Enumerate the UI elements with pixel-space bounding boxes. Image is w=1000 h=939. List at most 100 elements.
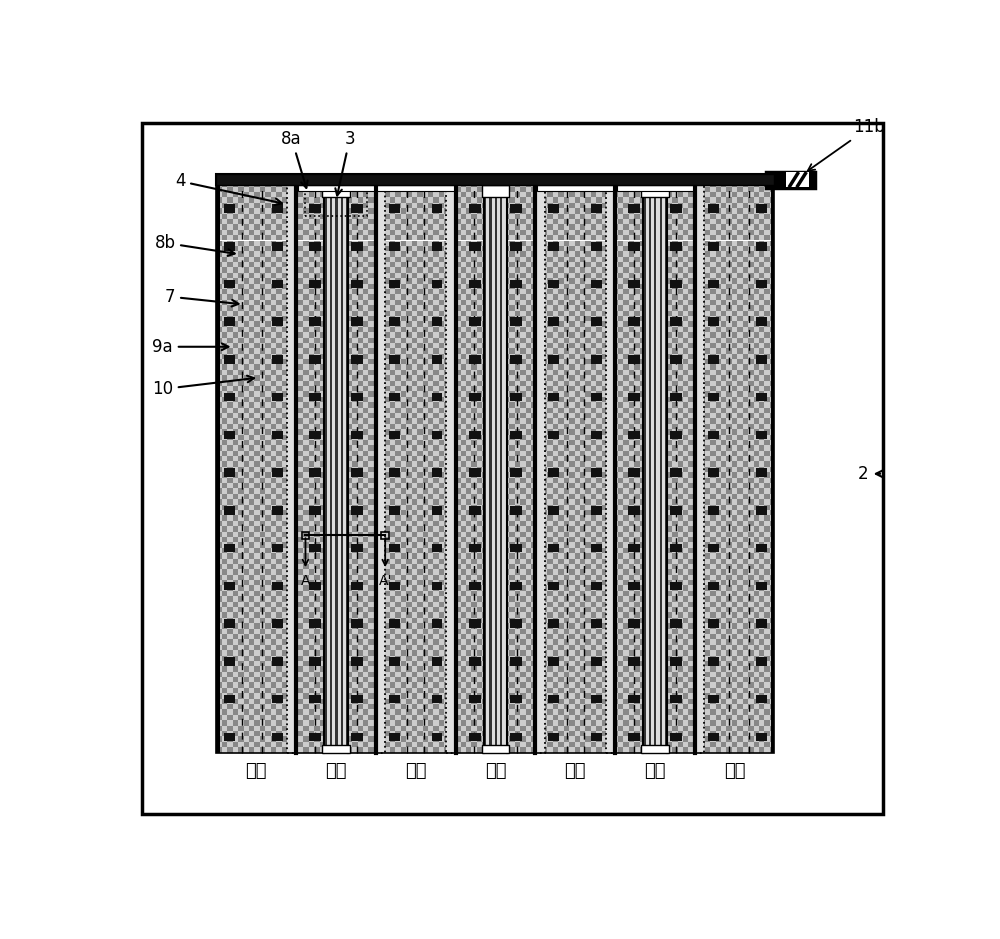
Bar — [309, 355, 320, 363]
Bar — [721, 704, 726, 710]
Bar — [254, 537, 260, 543]
Bar — [412, 478, 417, 483]
Bar — [737, 337, 743, 343]
Bar — [303, 370, 309, 376]
Bar — [726, 612, 732, 618]
Bar — [547, 219, 553, 224]
Bar — [423, 419, 428, 423]
Bar — [770, 742, 774, 747]
Bar — [341, 273, 347, 278]
Bar — [542, 321, 547, 327]
Bar — [368, 553, 374, 559]
Bar — [292, 478, 298, 483]
Bar — [325, 747, 330, 752]
Bar — [726, 645, 732, 650]
Bar — [726, 240, 732, 246]
Bar — [363, 386, 368, 392]
Bar — [656, 628, 661, 634]
Bar — [477, 478, 482, 483]
Bar — [678, 602, 683, 607]
Bar — [471, 683, 477, 688]
Bar — [499, 219, 504, 224]
Bar — [254, 683, 260, 688]
Bar — [585, 213, 591, 219]
Bar — [640, 392, 645, 397]
Bar — [634, 445, 640, 451]
Bar — [450, 618, 455, 623]
Bar — [558, 262, 564, 268]
Bar — [249, 645, 254, 650]
Bar — [618, 327, 623, 332]
Bar — [227, 580, 233, 585]
Bar — [352, 695, 363, 703]
Bar — [471, 230, 477, 235]
Bar — [309, 731, 314, 736]
Bar — [618, 380, 623, 386]
Bar — [726, 197, 732, 203]
Bar — [336, 376, 341, 380]
Bar — [390, 559, 395, 564]
Bar — [292, 720, 298, 726]
Bar — [238, 397, 244, 402]
Bar — [629, 197, 634, 203]
Bar — [759, 488, 764, 494]
Bar — [374, 197, 379, 203]
Bar — [471, 580, 477, 585]
Bar — [287, 580, 292, 585]
Bar — [292, 240, 298, 246]
Bar — [580, 591, 585, 596]
Bar — [558, 747, 564, 752]
Bar — [455, 402, 461, 408]
Bar — [271, 413, 276, 419]
Bar — [585, 671, 591, 677]
Bar — [716, 386, 721, 392]
Bar — [770, 445, 774, 451]
Bar — [612, 731, 618, 736]
Bar — [455, 370, 461, 376]
Bar — [395, 742, 401, 747]
Bar — [548, 506, 559, 515]
Bar — [553, 564, 558, 569]
Bar — [509, 354, 515, 359]
Bar — [432, 695, 442, 703]
Bar — [667, 230, 672, 235]
Bar — [368, 488, 374, 494]
Bar — [602, 693, 607, 699]
Bar — [607, 429, 612, 435]
Bar — [520, 246, 526, 252]
Bar — [222, 461, 227, 467]
Bar — [710, 332, 716, 337]
Bar — [612, 240, 618, 246]
Bar — [249, 192, 254, 197]
Bar — [233, 197, 238, 203]
Bar — [379, 240, 385, 246]
Bar — [298, 623, 303, 628]
Bar — [672, 575, 678, 580]
Bar — [558, 327, 564, 332]
Bar — [548, 317, 559, 326]
Bar — [368, 736, 374, 742]
Bar — [303, 262, 309, 268]
Bar — [461, 602, 466, 607]
Bar — [618, 370, 623, 376]
Bar — [466, 667, 471, 671]
Bar — [282, 655, 287, 661]
Bar — [743, 742, 748, 747]
Bar — [510, 620, 521, 628]
Bar — [667, 591, 672, 596]
Bar — [531, 623, 537, 628]
Bar — [596, 224, 602, 230]
Bar — [314, 472, 320, 478]
Bar — [661, 252, 667, 256]
Bar — [650, 224, 656, 230]
Bar — [395, 510, 401, 516]
Bar — [716, 591, 721, 596]
Bar — [254, 213, 260, 219]
Bar — [265, 392, 271, 397]
Bar — [499, 639, 504, 645]
Bar — [726, 332, 732, 337]
Bar — [726, 337, 732, 343]
Bar — [265, 423, 271, 429]
Bar — [721, 451, 726, 456]
Bar — [379, 639, 385, 645]
